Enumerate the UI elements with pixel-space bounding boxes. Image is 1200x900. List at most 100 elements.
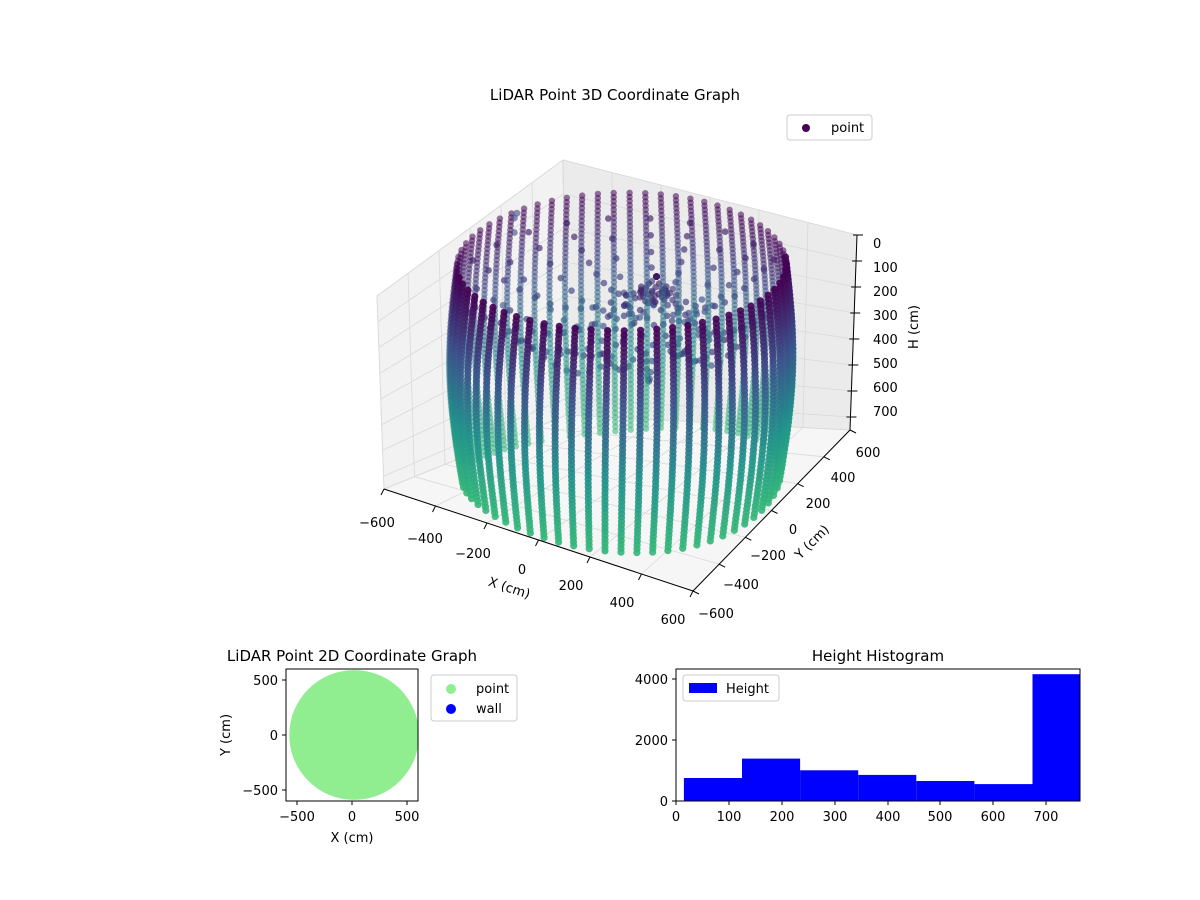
histogram-bar <box>1032 674 1080 801</box>
wall-point <box>612 427 619 435</box>
wall-point <box>561 302 569 309</box>
y-tick-label: 600 <box>856 446 881 461</box>
wall-point <box>564 383 571 390</box>
wall-point <box>596 429 604 436</box>
wall-point <box>627 371 634 379</box>
wall-point <box>596 402 603 409</box>
roof-point <box>600 279 608 287</box>
legend-marker-point <box>446 684 456 694</box>
roof-point <box>599 307 607 314</box>
grid-line <box>438 250 446 465</box>
wall-point <box>594 311 601 318</box>
wall-point <box>595 374 602 381</box>
wall-point <box>627 300 634 307</box>
wall-point <box>595 370 602 377</box>
wall-point <box>531 330 539 337</box>
x-tick-label: 500 <box>395 810 420 825</box>
wall-point <box>643 344 651 351</box>
outlier-point <box>511 214 518 222</box>
chart-2d-legend: point wall <box>430 674 518 722</box>
wall-point <box>555 538 563 546</box>
wall-point <box>611 368 618 375</box>
wall-point <box>579 367 586 374</box>
z-tick-label: 700 <box>873 405 898 420</box>
y-tick-label: 400 <box>831 471 856 486</box>
wall-point <box>659 317 667 324</box>
x-tick-label: 200 <box>559 579 584 594</box>
wall-point <box>611 332 618 339</box>
wall-point <box>627 367 634 374</box>
histogram-bar <box>974 784 1033 801</box>
wall-point <box>659 366 666 373</box>
wall-point <box>547 358 555 365</box>
wall-point <box>561 280 569 287</box>
chart-3d-legend: point <box>786 114 873 141</box>
wall-point <box>533 361 540 368</box>
chart-3d: LiDAR Point 3D Coordinate Graph −600 −40… <box>359 86 922 628</box>
wall-point <box>611 350 618 357</box>
wall-point <box>546 304 553 312</box>
chart-histogram-title: Height Histogram <box>812 647 944 665</box>
chart-2d-y-label: Y (cm) <box>219 714 234 757</box>
wall-point <box>546 296 553 303</box>
wall-point <box>594 302 601 309</box>
wall-point <box>531 294 538 302</box>
x-tick-label: 300 <box>823 810 848 825</box>
wall-point <box>643 335 651 342</box>
y-tick-label: 0 <box>270 729 278 744</box>
wall-point <box>642 416 650 423</box>
wall-point <box>643 402 650 410</box>
wall-point <box>627 340 634 347</box>
wall-point <box>643 357 651 364</box>
wall-point <box>546 322 553 329</box>
y-tick-label: −500 <box>242 784 278 799</box>
roof-point <box>653 273 660 280</box>
roof-point <box>616 273 624 281</box>
wall-point <box>611 345 618 353</box>
wall-point <box>546 269 553 277</box>
wall-point <box>517 298 524 305</box>
wall-point <box>578 344 586 351</box>
y-tick-label: 0 <box>789 523 797 538</box>
wall-point <box>643 291 651 298</box>
wall-point <box>531 303 538 310</box>
wall-point <box>627 403 634 411</box>
wall-point <box>596 411 603 418</box>
grid-line <box>376 159 858 297</box>
wall-point <box>627 313 634 320</box>
wall-point <box>643 321 651 329</box>
wall-point <box>579 358 586 365</box>
wall-point <box>611 323 618 330</box>
wall-point <box>643 339 651 347</box>
wall-point <box>595 347 602 354</box>
roof-point <box>636 306 644 314</box>
roof-point <box>600 322 607 330</box>
wall-point <box>579 381 587 388</box>
wall-point <box>643 389 650 396</box>
x-tick-label: 400 <box>876 810 901 825</box>
grid-line <box>376 295 385 490</box>
wall-point <box>643 398 650 405</box>
legend-label-height: Height <box>726 682 769 697</box>
wall-point <box>679 544 687 552</box>
chart-3d-title: LiDAR Point 3D Coordinate Graph <box>490 86 740 104</box>
wall-point <box>643 380 650 387</box>
wall-point <box>627 417 634 424</box>
wall-point <box>578 299 585 307</box>
roof-point <box>670 311 677 319</box>
wall-point <box>594 267 601 274</box>
wall-point <box>659 335 667 342</box>
wall-point <box>561 284 569 291</box>
wall-point <box>595 392 603 400</box>
wall-point <box>660 304 667 311</box>
y-tick-label: −600 <box>698 607 734 622</box>
x-tick-label: 600 <box>661 613 686 628</box>
grid-line <box>377 193 857 323</box>
wall-point <box>595 388 603 395</box>
wall-point <box>577 282 585 289</box>
wall-point <box>562 333 569 340</box>
wall-point <box>532 338 539 346</box>
z-tick-label: 600 <box>873 381 898 396</box>
wall-point <box>579 362 586 370</box>
